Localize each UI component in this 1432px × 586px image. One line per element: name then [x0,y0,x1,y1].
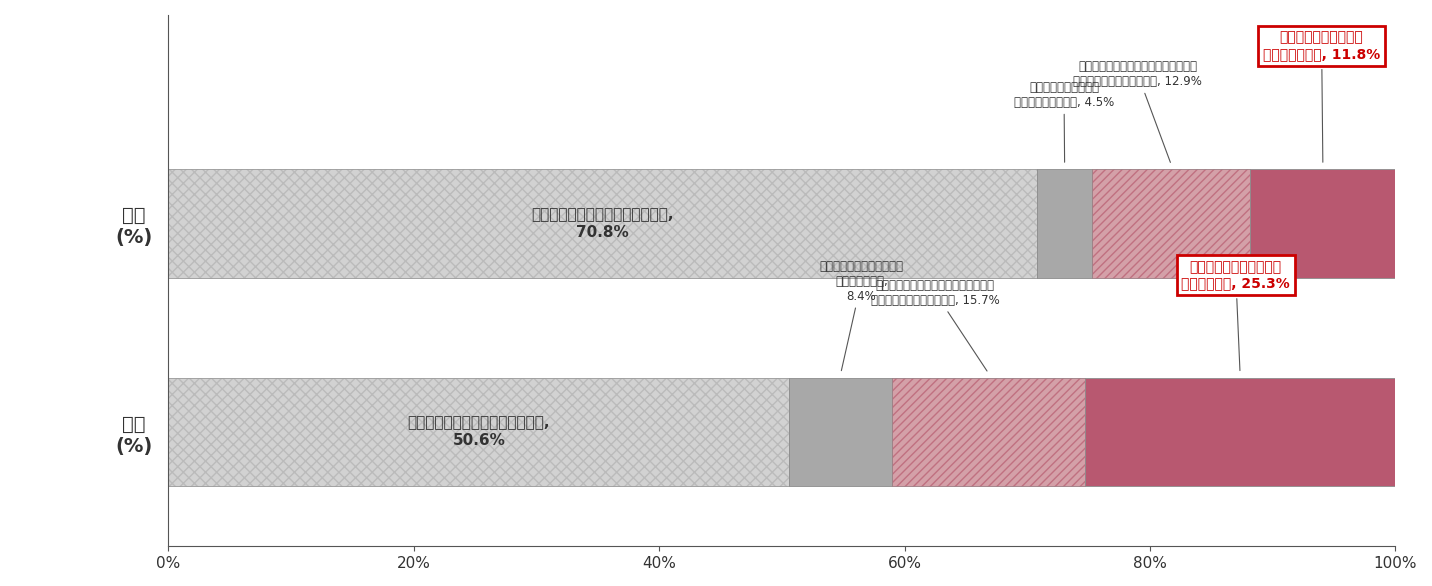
Bar [789,377,892,486]
Text: 法令順守の範囲内で雇用するため,
70.8%: 法令順守の範囲内で雇用するため, 70.8% [531,207,674,240]
Bar [1250,169,1395,278]
Text: 自社の収益業務に貢献し
てもらうため, 25.3%: 自社の収益業務に貢献し てもらうため, 25.3% [1181,260,1290,370]
Bar [1085,377,1395,486]
Bar [789,377,892,486]
Bar [169,377,789,486]
Text: 自社やグループ会社のユーティリティ
業務で貢献してもらうため, 15.7%: 自社やグループ会社のユーティリティ 業務で貢献してもらうため, 15.7% [871,279,1000,371]
Text: 自社やグループ会社のユーティリティ
業務で貢献してもらうため, 12.9%: 自社やグループ会社のユーティリティ 業務で貢献してもらうため, 12.9% [1073,60,1201,162]
Bar [1093,169,1250,278]
Bar [1085,377,1395,486]
Text: 自社の収益業務に貢献
してもらうため, 11.8%: 自社の収益業務に貢献 してもらうため, 11.8% [1263,30,1380,162]
Bar [892,377,1085,486]
Bar [1037,169,1093,278]
Text: 自社の社会貢献活動で
活躍してもらうため, 4.5%: 自社の社会貢献活動で 活躍してもらうため, 4.5% [1014,81,1114,162]
Bar [169,169,1037,278]
Bar [169,169,1037,278]
Bar [1250,169,1395,278]
Text: 法令順守の範囲内で雇用するため,
50.6%: 法令順守の範囲内で雇用するため, 50.6% [408,415,550,448]
Bar [892,377,1085,486]
Bar [1037,169,1093,278]
Bar [1093,169,1250,278]
Text: 自社の社会貢献活動で活躍
してもらうため,
8.4%: 自社の社会貢献活動で活躍 してもらうため, 8.4% [819,260,904,370]
Bar [169,377,789,486]
